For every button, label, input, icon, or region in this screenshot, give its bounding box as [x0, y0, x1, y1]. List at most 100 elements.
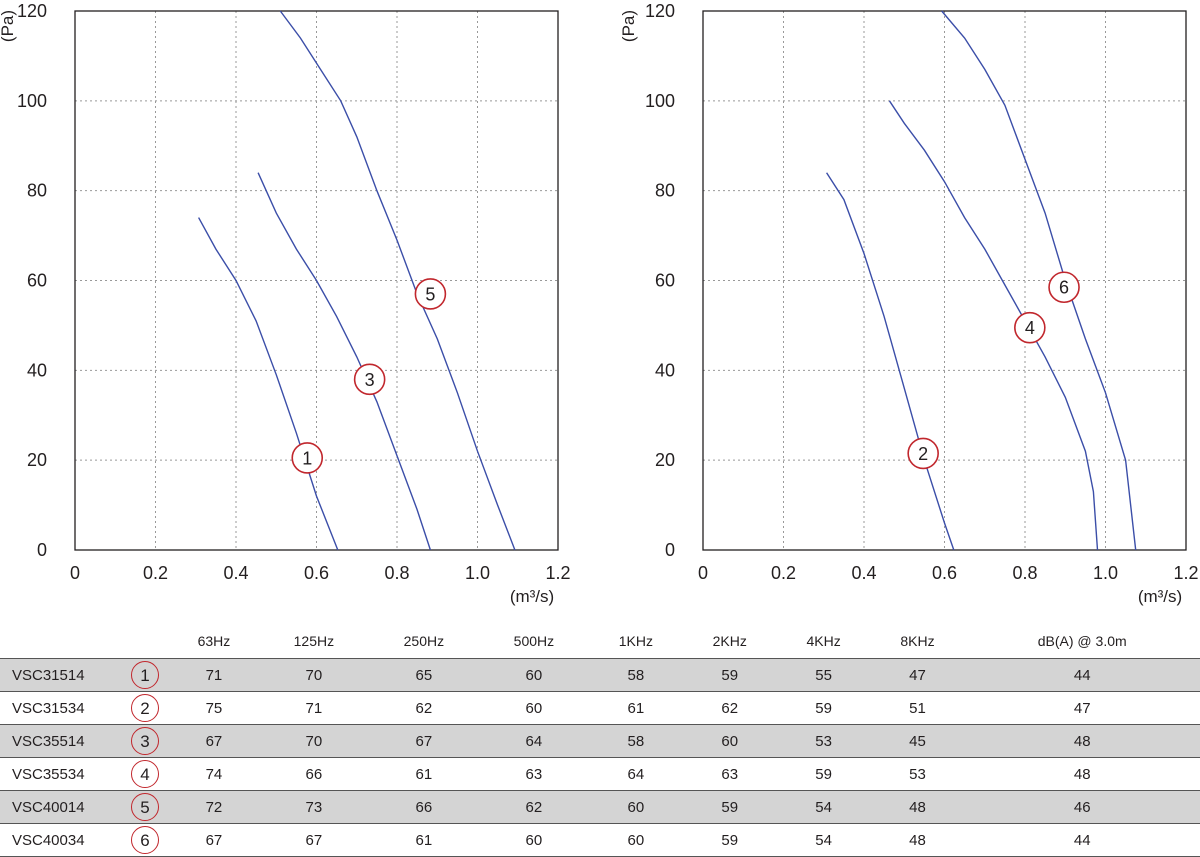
value-cell: 60 [525, 699, 543, 717]
value-cell: 60 [627, 798, 645, 816]
value-cell: 70 [305, 666, 323, 684]
value-cell: 48 [909, 831, 926, 849]
y-tick-label: 60 [655, 271, 675, 291]
value-cell: 47 [909, 666, 926, 684]
x-tick-label: 1.0 [465, 563, 490, 583]
curve-marker-label: 5 [425, 284, 435, 304]
value-cell: 61 [415, 765, 433, 783]
header-model-blank [0, 624, 121, 659]
curve-number-badge: 6 [131, 826, 159, 854]
y-tick-label: 20 [655, 450, 675, 470]
value-cell: 59 [721, 666, 739, 684]
x-tick-label: 0 [698, 563, 708, 583]
table-row: VSC31534 2 75 71 62 60 61 62 59 51 47 [0, 691, 1200, 725]
value-cell: 73 [305, 798, 323, 816]
value-cell: 67 [205, 831, 223, 849]
value-cell: 65 [415, 666, 433, 684]
value-cell: 67 [415, 732, 433, 750]
fan-curve-line [941, 10, 1137, 551]
x-tick-label: 0 [70, 563, 80, 583]
x-tick-label: 0.6 [932, 563, 957, 583]
x-tick-label: 0.2 [771, 563, 796, 583]
value-cell: 48 [1073, 732, 1091, 750]
value-cell: 54 [815, 798, 832, 816]
sound-table-body: VSC31514 1 71 70 65 60 58 59 55 47 44 VS… [0, 658, 1200, 857]
curve-number-badge: 5 [131, 793, 159, 821]
table-row: VSC35514 3 67 70 67 64 58 60 53 45 48 [0, 724, 1200, 758]
fan-curve-line [826, 172, 955, 551]
plot-frame [74, 10, 559, 551]
value-cell: 67 [205, 732, 223, 750]
value-cell: 67 [305, 831, 323, 849]
model-cell: VSC31514 [12, 666, 85, 684]
curve-marker-circle [907, 437, 939, 470]
model-cell: VSC31534 [12, 699, 85, 717]
value-cell: 47 [1073, 699, 1091, 717]
fan-curve-line [279, 10, 516, 551]
model-cell: VSC40014 [12, 798, 85, 816]
value-cell: 48 [1073, 765, 1091, 783]
value-cell: 64 [525, 732, 543, 750]
y-tick-label: 0 [665, 540, 675, 560]
value-cell: 70 [305, 732, 323, 750]
table-row: VSC35534 4 74 66 61 63 64 63 59 53 48 [0, 757, 1200, 791]
y-axis-label: (Pa) [0, 10, 17, 42]
header-4khz: 4KHz [806, 633, 841, 649]
x-axis-label: (m³/s) [1138, 587, 1182, 606]
curve-marker-label: 3 [365, 370, 375, 390]
value-cell: 71 [205, 666, 223, 684]
value-cell: 63 [721, 765, 739, 783]
model-cell: VSC35514 [12, 732, 85, 750]
fan-curve-line [888, 100, 1099, 551]
curve-number-badge: 1 [131, 661, 159, 689]
value-cell: 61 [415, 831, 433, 849]
value-cell: 62 [415, 699, 433, 717]
x-tick-label: 0.2 [143, 563, 168, 583]
curve-marker-label: 1 [302, 448, 312, 468]
value-cell: 55 [815, 666, 832, 684]
value-cell: 64 [627, 765, 645, 783]
value-cell: 60 [721, 732, 739, 750]
value-cell: 66 [305, 765, 323, 783]
header-curve-blank [121, 624, 169, 659]
y-tick-label: 0 [37, 540, 47, 560]
value-cell: 53 [909, 765, 926, 783]
curve-number-badge: 3 [131, 727, 159, 755]
value-cell: 44 [1073, 831, 1091, 849]
curve-marker-label: 4 [1025, 318, 1035, 338]
value-cell: 60 [627, 831, 645, 849]
y-tick-label: 60 [27, 271, 47, 291]
header-250hz: 250Hz [403, 633, 445, 649]
y-tick-label: 80 [655, 181, 675, 201]
plot-frame [702, 10, 1187, 551]
curve-marker-label: 2 [918, 444, 928, 464]
value-cell: 61 [627, 699, 645, 717]
header-500hz: 500Hz [513, 633, 555, 649]
header-2khz: 2KHz [712, 633, 747, 649]
curve-marker-circle [414, 278, 447, 310]
x-tick-label: 1.2 [545, 563, 570, 583]
x-tick-label: 0.8 [1012, 563, 1037, 583]
value-cell: 63 [525, 765, 543, 783]
y-tick-label: 100 [645, 91, 675, 111]
x-tick-label: 0.8 [384, 563, 409, 583]
y-tick-label: 40 [655, 360, 675, 380]
x-tick-label: 1.0 [1093, 563, 1118, 583]
y-tick-label: 20 [27, 450, 47, 470]
value-cell: 45 [909, 732, 926, 750]
curve-marker-circle [1048, 271, 1080, 304]
value-cell: 48 [909, 798, 926, 816]
value-cell: 75 [205, 699, 223, 717]
value-cell: 72 [205, 798, 223, 816]
value-cell: 59 [721, 798, 739, 816]
fan-curve-line [257, 172, 432, 551]
value-cell: 60 [525, 831, 543, 849]
value-cell: 58 [627, 666, 645, 684]
value-cell: 44 [1073, 666, 1091, 684]
curve-number-badge: 4 [131, 760, 159, 788]
value-cell: 58 [627, 732, 645, 750]
chart-right: 0 0.2 0.4 0.6 0.8 1.0 1.2 0 20 40 60 80 100 120 (m³/s)… [619, 1, 1199, 606]
sound-data-table: 63Hz 125Hz 250Hz 500Hz 1KHz 2KHz 4KHz 8K… [0, 624, 1200, 857]
curve-marker-circle [1014, 311, 1046, 344]
fan-curve-line [197, 217, 339, 551]
